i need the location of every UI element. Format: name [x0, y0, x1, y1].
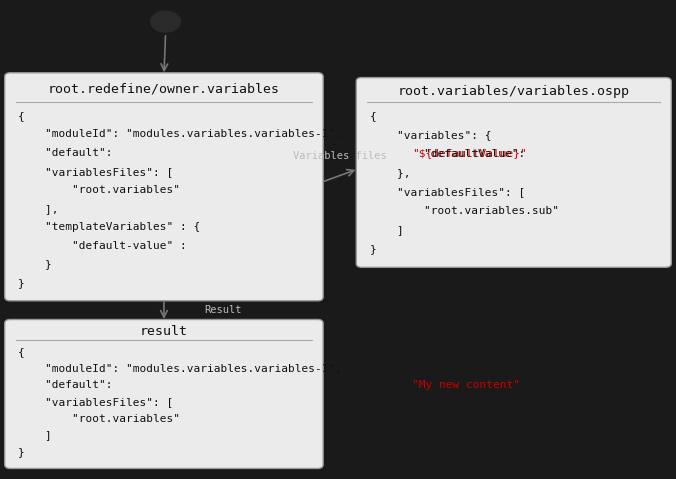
Text: ]: ] — [18, 431, 52, 441]
Text: {: { — [18, 347, 25, 357]
FancyBboxPatch shape — [356, 78, 671, 267]
Text: "root.variables": "root.variables" — [18, 185, 180, 195]
Text: "My new content": "My new content" — [412, 380, 520, 390]
Text: "${defaultValue}": "${defaultValue}" — [412, 148, 527, 158]
Text: "root.variables.sub": "root.variables.sub" — [370, 206, 559, 217]
Text: },: }, — [370, 169, 410, 179]
Text: "default":: "default": — [18, 148, 120, 158]
Text: ],: ], — [18, 204, 59, 214]
Text: "moduleId": "modules.variables.variables-1",: "moduleId": "modules.variables.variables… — [18, 364, 342, 374]
Text: root.variables/variables.ospp: root.variables/variables.ospp — [397, 85, 630, 98]
Text: root.redefine/owner.variables: root.redefine/owner.variables — [48, 83, 280, 96]
Text: "templateVariables" : {: "templateVariables" : { — [18, 222, 201, 232]
Text: result: result — [140, 325, 188, 338]
Text: ]: ] — [370, 225, 404, 235]
Text: "variablesFiles": [: "variablesFiles": [ — [370, 187, 525, 197]
Circle shape — [151, 11, 180, 32]
FancyBboxPatch shape — [5, 319, 323, 468]
Text: Result: Result — [204, 305, 242, 315]
Text: }: } — [18, 278, 25, 288]
Text: "default-value" :: "default-value" : — [18, 241, 194, 251]
Text: "defaultValue":: "defaultValue": — [370, 149, 532, 160]
Text: "variables": {: "variables": { — [370, 130, 491, 140]
Text: "moduleId": "modules.variables.variables-1",: "moduleId": "modules.variables.variables… — [18, 129, 342, 139]
Text: "variablesFiles": [: "variablesFiles": [ — [18, 397, 174, 407]
Text: "default":: "default": — [18, 380, 120, 390]
FancyBboxPatch shape — [5, 73, 323, 301]
Text: {: { — [370, 112, 377, 122]
Text: }: } — [18, 447, 25, 457]
Text: }: } — [370, 244, 377, 254]
Text: Variables files: Variables files — [293, 151, 387, 161]
Text: "variablesFiles": [: "variablesFiles": [ — [18, 167, 174, 177]
Text: {: { — [18, 111, 25, 121]
Text: }: } — [18, 260, 52, 270]
Text: "root.variables": "root.variables" — [18, 414, 180, 424]
